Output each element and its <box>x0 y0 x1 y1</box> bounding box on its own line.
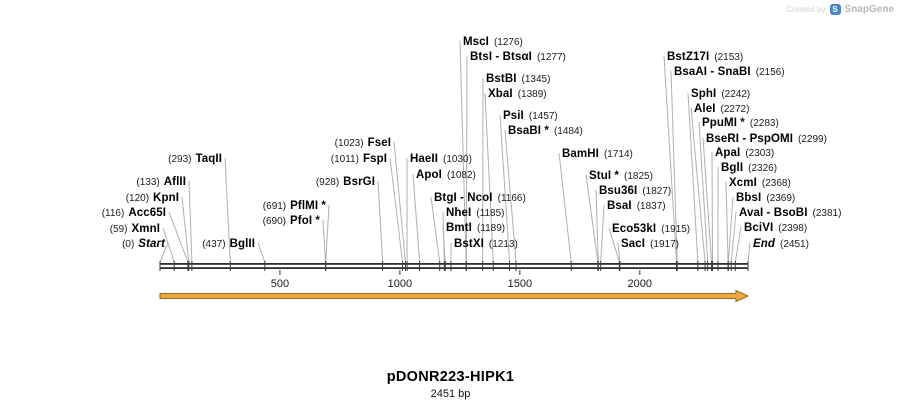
leader-line <box>224 157 231 263</box>
leader-line <box>181 196 190 263</box>
ruler-label: 1000 <box>388 278 412 290</box>
leader-line <box>412 173 421 263</box>
leader-line <box>459 40 467 263</box>
ruler-label: 1500 <box>508 278 532 290</box>
leader-line <box>690 107 706 263</box>
leader-line <box>389 157 404 263</box>
leader-line <box>325 204 330 263</box>
leader-line <box>159 242 169 263</box>
construct-name: pDONR223-HIPK1 <box>386 369 515 385</box>
leader-line <box>465 55 468 263</box>
leader-line <box>393 141 406 263</box>
leader-line <box>725 181 729 263</box>
leader-line <box>608 227 620 263</box>
leader-line <box>595 189 599 263</box>
leader-line <box>730 211 737 263</box>
leader-line <box>727 196 734 263</box>
full-length-arrow <box>159 289 750 303</box>
leader-line <box>499 114 511 263</box>
leader-line <box>600 204 605 263</box>
snapgene-brand-text: SnapGene <box>844 4 894 15</box>
leader-line <box>162 227 175 263</box>
leader-line <box>322 219 327 263</box>
leader-line <box>430 196 441 263</box>
leader-line <box>484 92 494 263</box>
leader-line <box>442 226 446 263</box>
ruler-label: 500 <box>271 278 289 290</box>
leader-line <box>663 55 678 263</box>
construct-length: 2451 bp <box>430 388 471 400</box>
leader-line <box>698 121 709 263</box>
leader-line <box>188 180 193 263</box>
leader-line <box>377 180 384 263</box>
leader-line <box>168 211 189 263</box>
leader-line <box>558 152 572 263</box>
leader-line <box>670 70 678 263</box>
leader-line <box>734 226 742 263</box>
snapgene-watermark: Created by S SnapGene <box>786 4 894 15</box>
snapgene-logo-icon: S <box>829 4 841 15</box>
leader-line <box>702 137 713 263</box>
leader-line <box>585 174 599 263</box>
leader-line <box>504 129 517 263</box>
leader-line <box>617 242 621 263</box>
title-block: pDONR223-HIPK1 2451 bp <box>0 369 901 400</box>
created-by-text: Created by <box>786 5 826 14</box>
sequence-line-top <box>160 263 748 265</box>
ruler-label: 2000 <box>628 278 652 290</box>
leader-line <box>687 92 699 263</box>
sequence-line-bottom <box>160 267 748 269</box>
leader-line <box>257 242 266 263</box>
leader-line <box>747 242 751 263</box>
